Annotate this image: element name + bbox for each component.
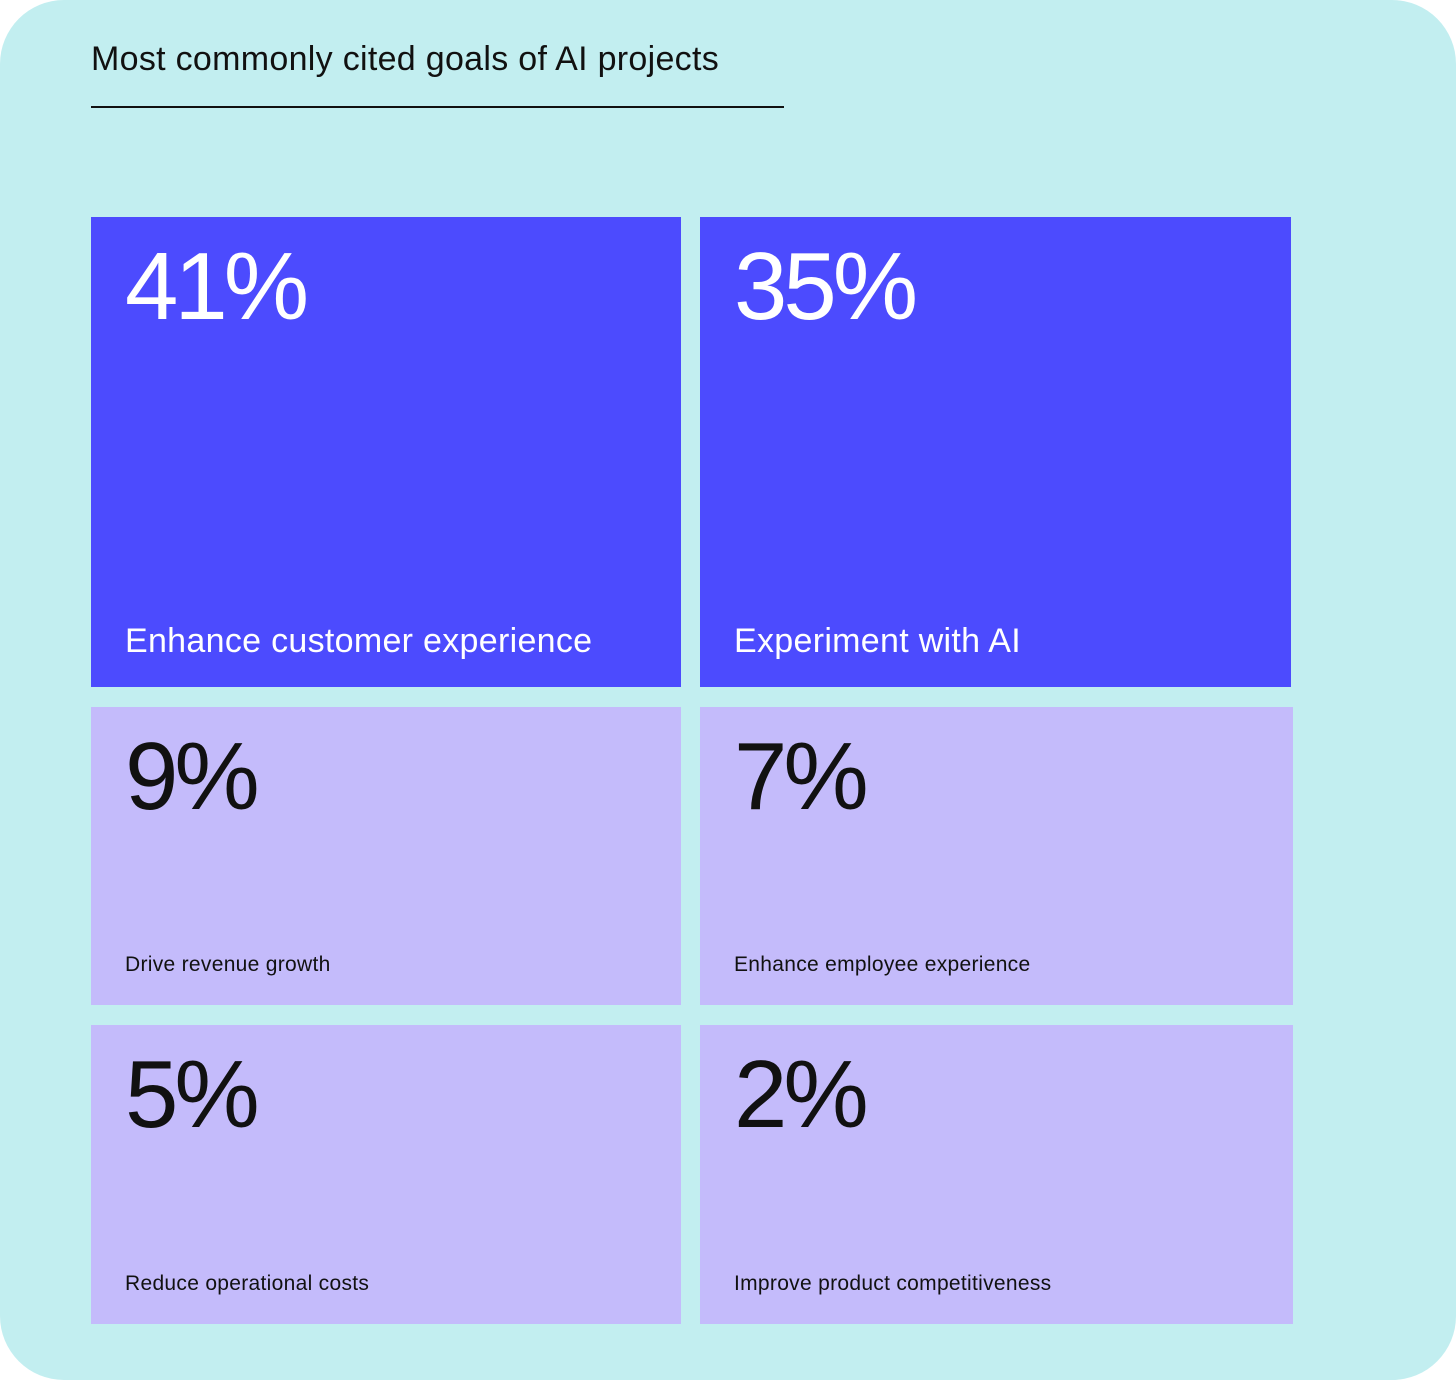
tile-label: Drive revenue growth xyxy=(125,953,331,976)
tile-label: Improve product competitiveness xyxy=(734,1272,1052,1295)
chart-title: Most commonly cited goals of AI projects xyxy=(91,40,720,78)
tile-experiment-with-ai: 35% Experiment with AI xyxy=(700,217,1291,687)
tile-value: 9% xyxy=(125,723,260,830)
tile-enhance-employee-experience: 7% Enhance employee experience xyxy=(700,707,1293,1005)
tile-value: 41% xyxy=(125,233,309,340)
tile-label: Enhance customer experience xyxy=(125,622,593,660)
tile-label: Experiment with AI xyxy=(734,622,1021,660)
tile-value: 2% xyxy=(734,1041,869,1148)
tile-label: Reduce operational costs xyxy=(125,1272,370,1295)
tile-label: Enhance employee experience xyxy=(734,953,1031,976)
title-underline xyxy=(91,106,784,108)
tile-value: 35% xyxy=(734,233,918,340)
tile-reduce-operational-costs: 5% Reduce operational costs xyxy=(91,1025,681,1324)
tile-value: 7% xyxy=(734,723,869,830)
tile-drive-revenue-growth: 9% Drive revenue growth xyxy=(91,707,681,1005)
tile-value: 5% xyxy=(125,1041,260,1148)
tile-improve-product-competitiveness: 2% Improve product competitiveness xyxy=(700,1025,1293,1324)
tile-enhance-customer-experience: 41% Enhance customer experience xyxy=(91,217,681,687)
